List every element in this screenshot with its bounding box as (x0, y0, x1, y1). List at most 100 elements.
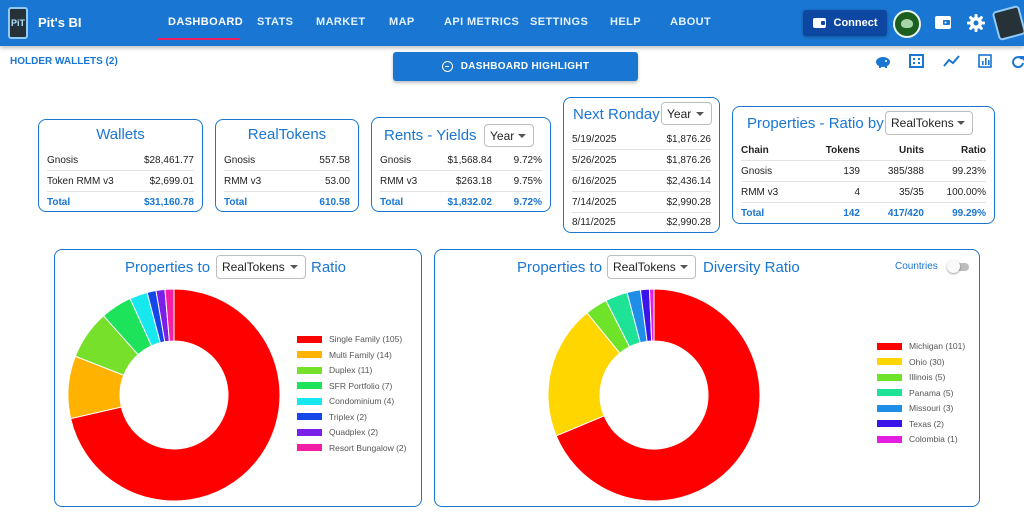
table-row: RMM v3 53.00 (224, 171, 350, 192)
donut-slice-colombia[interactable] (648, 288, 655, 342)
legend-item[interactable]: Michigan (101) (877, 341, 965, 351)
total-row: Total 610.58 (224, 192, 350, 213)
total-row: Total 142 417/420 99.29% (741, 203, 986, 224)
chain-logo-icon[interactable] (893, 10, 921, 38)
table-row: RMM v3 $263.18 9.75% (380, 171, 542, 192)
ratio-by-select[interactable]: RealTokens (885, 111, 973, 135)
row-chain: Gnosis (741, 165, 773, 177)
legend-item[interactable]: Condominium (4) (297, 396, 394, 406)
total-units: 417/420 (887, 208, 924, 219)
table-row: 5/19/2025 $1,876.26 (572, 129, 711, 150)
property-type-select[interactable]: RealTokens (216, 255, 306, 279)
row-value: $263.18 (455, 175, 492, 187)
avatar[interactable] (991, 4, 1024, 42)
legend-swatch (877, 358, 902, 365)
tab-settings[interactable]: SETTINGS (530, 16, 589, 28)
legend-label: Missouri (3) (909, 403, 954, 413)
properties-ratio-card: Properties - Ratio by RealTokens Chain T… (732, 106, 995, 224)
legend-item[interactable]: Ohio (30) (877, 357, 944, 367)
top-app-bar: PiT Pit's BI DASHBOARD STATS MARKET MAP … (0, 0, 1024, 46)
row-date: 7/14/2025 (572, 196, 617, 208)
row-units: 35/35 (898, 186, 924, 198)
legend-label: Quadplex (2) (329, 427, 379, 437)
total-chain: Total (741, 208, 765, 219)
legend-swatch (297, 444, 322, 451)
tab-dashboard[interactable]: DASHBOARD (168, 16, 244, 28)
table-row: Gnosis $1,568.84 9.72% (380, 150, 542, 171)
row-value: 53.00 (324, 175, 350, 187)
legend-item[interactable]: Texas (2) (877, 419, 944, 429)
legend-swatch (877, 435, 902, 443)
legend-swatch (297, 366, 322, 374)
tab-help[interactable]: HELP (610, 16, 641, 28)
active-tab-indicator (157, 38, 239, 40)
legend-item[interactable]: Panama (5) (877, 388, 953, 398)
tab-api-metrics[interactable]: API METRICS (444, 16, 520, 28)
total-tokens: 142 (843, 208, 860, 219)
wallets-title: Wallets (96, 126, 145, 143)
holder-wallets-link[interactable]: HOLDER WALLETS (2) (10, 56, 118, 67)
legend-swatch (297, 397, 322, 405)
legend-item[interactable]: Quadplex (2) (297, 427, 378, 437)
rents-yields-card: Rents - Yields Year Gnosis $1,568.84 9.7… (371, 117, 551, 212)
connect-button[interactable]: Connect (803, 10, 887, 36)
total-row: Total $1,832.02 9.72% (380, 192, 542, 213)
legend-item[interactable]: Duplex (11) (297, 365, 372, 375)
wallet-icon (812, 18, 826, 28)
tab-market[interactable]: MARKET (316, 16, 366, 28)
donut-slice-single-family[interactable] (70, 288, 281, 502)
chevron-down-icon (680, 265, 688, 269)
legend-label: Multi Family (14) (329, 349, 392, 360)
row-yield: 9.75% (513, 175, 542, 187)
legend-item[interactable]: SFR Portfolio (7) (297, 381, 392, 391)
legend-swatch (297, 382, 322, 389)
row-chain: RMM v3 (741, 186, 779, 198)
dashboard-highlight-button[interactable]: DASHBOARD HIGHLIGHT (393, 52, 638, 81)
legend-item[interactable]: Missouri (3) (877, 403, 953, 413)
refresh-icon[interactable] (1012, 54, 1024, 68)
total-value: $1,832.02 (447, 197, 493, 208)
row-label: RMM v3 (380, 175, 418, 187)
legend-label: Panama (5) (909, 387, 954, 398)
row-label: Gnosis (380, 154, 412, 166)
legend-item[interactable]: Colombia (1) (877, 434, 958, 444)
legend-swatch (297, 413, 322, 420)
legend-label: Texas (2) (909, 418, 944, 429)
legend-item[interactable]: Illinois (5) (877, 372, 945, 382)
trend-chart-icon[interactable] (943, 54, 960, 68)
row-label: Gnosis (224, 154, 256, 166)
tab-about[interactable]: ABOUT (670, 16, 712, 28)
tab-stats[interactable]: STATS (257, 16, 294, 28)
legend-label: Single Family (105) (329, 334, 403, 344)
col-header-tokens: Tokens (825, 144, 860, 156)
property-type-select-value: RealTokens (222, 260, 285, 274)
countries-toggle-knob[interactable] (947, 260, 960, 273)
legend-swatch (877, 342, 902, 350)
legend-item[interactable]: Resort Bungalow (2) (297, 443, 406, 453)
ronday-period-select[interactable]: Year (661, 102, 712, 125)
legend-item[interactable]: Single Family (105) (297, 334, 402, 344)
legend-label: Ohio (30) (909, 356, 945, 367)
diversity-select-value: RealTokens (613, 260, 676, 274)
legend-item[interactable]: Multi Family (14) (297, 350, 392, 360)
tab-map[interactable]: MAP (389, 16, 415, 28)
app-logo[interactable]: PiT (8, 7, 28, 39)
report-icon[interactable] (978, 54, 992, 68)
table-header: Chain Tokens Units Ratio (741, 140, 986, 161)
total-row: Total $31,160.78 (47, 192, 194, 213)
donut-slice-michigan[interactable] (555, 288, 761, 502)
row-ratio: 100.00% (946, 186, 986, 198)
donut-slice-resort-bungalow[interactable] (164, 288, 175, 342)
legend-item[interactable]: Triplex (2) (297, 412, 367, 422)
diversity-select[interactable]: RealTokens (607, 255, 696, 279)
building-icon[interactable] (909, 54, 924, 68)
gear-icon[interactable] (966, 13, 986, 33)
row-value: $1,876.26 (666, 133, 712, 145)
rents-period-select[interactable]: Year (484, 124, 534, 147)
wallet-icon[interactable] (934, 13, 952, 31)
chevron-down-icon (696, 111, 704, 116)
legend-label: Condominium (4) (329, 396, 395, 406)
chevron-down-icon (518, 133, 526, 138)
rents-title: Rents - Yields (384, 127, 477, 144)
piggy-bank-icon[interactable] (875, 54, 891, 68)
